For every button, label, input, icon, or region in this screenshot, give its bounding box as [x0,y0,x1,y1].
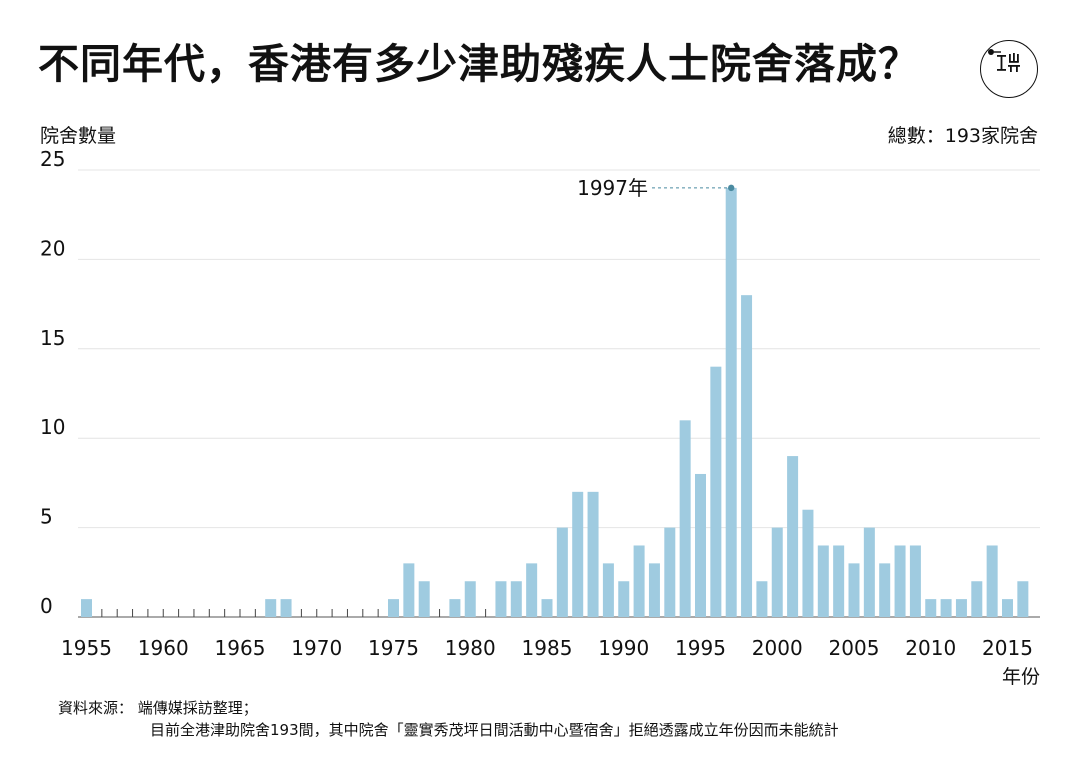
bar [909,545,921,617]
y-axis-title: 院舍數量 [40,125,117,147]
bar [848,563,860,617]
bar [894,545,906,617]
x-tick-label: 1995 [675,636,726,660]
y-tick-label: 5 [40,505,53,529]
bar [787,456,799,617]
bar [602,563,614,617]
bar [1017,581,1029,617]
bar [510,581,522,617]
y-tick-label: 0 [40,594,53,618]
bar [771,527,783,617]
x-tick-label: 2000 [752,636,803,660]
bar [725,187,737,617]
page-title: 不同年代，香港有多少津助殘疾人士院舍落成？ [38,40,920,88]
bar [587,491,599,617]
annotation-dot [728,184,735,192]
bar [925,599,937,617]
bar [940,599,952,617]
bar [955,599,967,617]
x-tick-label: 1990 [598,636,649,660]
bar [556,527,568,617]
bar [756,581,768,617]
x-tick-label: 2010 [905,636,956,660]
brand-logo-icon [988,49,1020,72]
bar [802,509,814,617]
bar [664,527,676,617]
x-tick-label: 1970 [291,636,342,660]
y-tick-label: 25 [40,147,65,171]
bar [833,545,845,617]
bar [449,599,461,617]
bar [618,581,630,617]
bar [971,581,983,617]
annotation-label: 1997年 [577,176,648,200]
x-tick-label: 1975 [368,636,419,660]
bar [817,545,829,617]
y-tick-label: 20 [40,236,65,260]
total-count-label: 總數：193家院舍 [887,125,1038,147]
x-tick-label: 1960 [138,636,189,660]
bar [741,295,753,617]
y-tick-label: 15 [40,326,65,350]
y-tick-label: 10 [40,415,65,439]
x-tick-label: 1955 [61,636,112,660]
brand-logo [980,40,1038,98]
bar [464,581,476,617]
footnote: 目前全港津助院舍193間，其中院舍「靈實秀茂坪日間活動中心暨宿舍」拒絕透露成立年… [150,721,839,739]
x-tick-label: 2005 [829,636,880,660]
bar [1002,599,1013,617]
x-axis-title: 年份 [1002,666,1040,688]
x-tick-label: 2015 [982,636,1033,660]
bar [572,491,584,617]
bar [986,545,998,617]
bar [633,545,645,617]
bar [863,527,875,617]
bar [679,420,691,617]
bar [541,599,553,617]
x-tick-label: 1965 [215,636,266,660]
bar [265,599,277,617]
bar [418,581,430,617]
bar [280,599,292,617]
bar [879,563,891,617]
bar [526,563,538,617]
bar [710,366,722,617]
bar [403,563,415,617]
source-note: 資料來源： 端傳媒採訪整理； [58,699,258,717]
bar [388,599,399,617]
bar [695,473,706,617]
bar [648,563,660,617]
bar [81,599,92,617]
bar [495,581,507,617]
x-tick-label: 1980 [445,636,496,660]
x-tick-label: 1985 [522,636,573,660]
